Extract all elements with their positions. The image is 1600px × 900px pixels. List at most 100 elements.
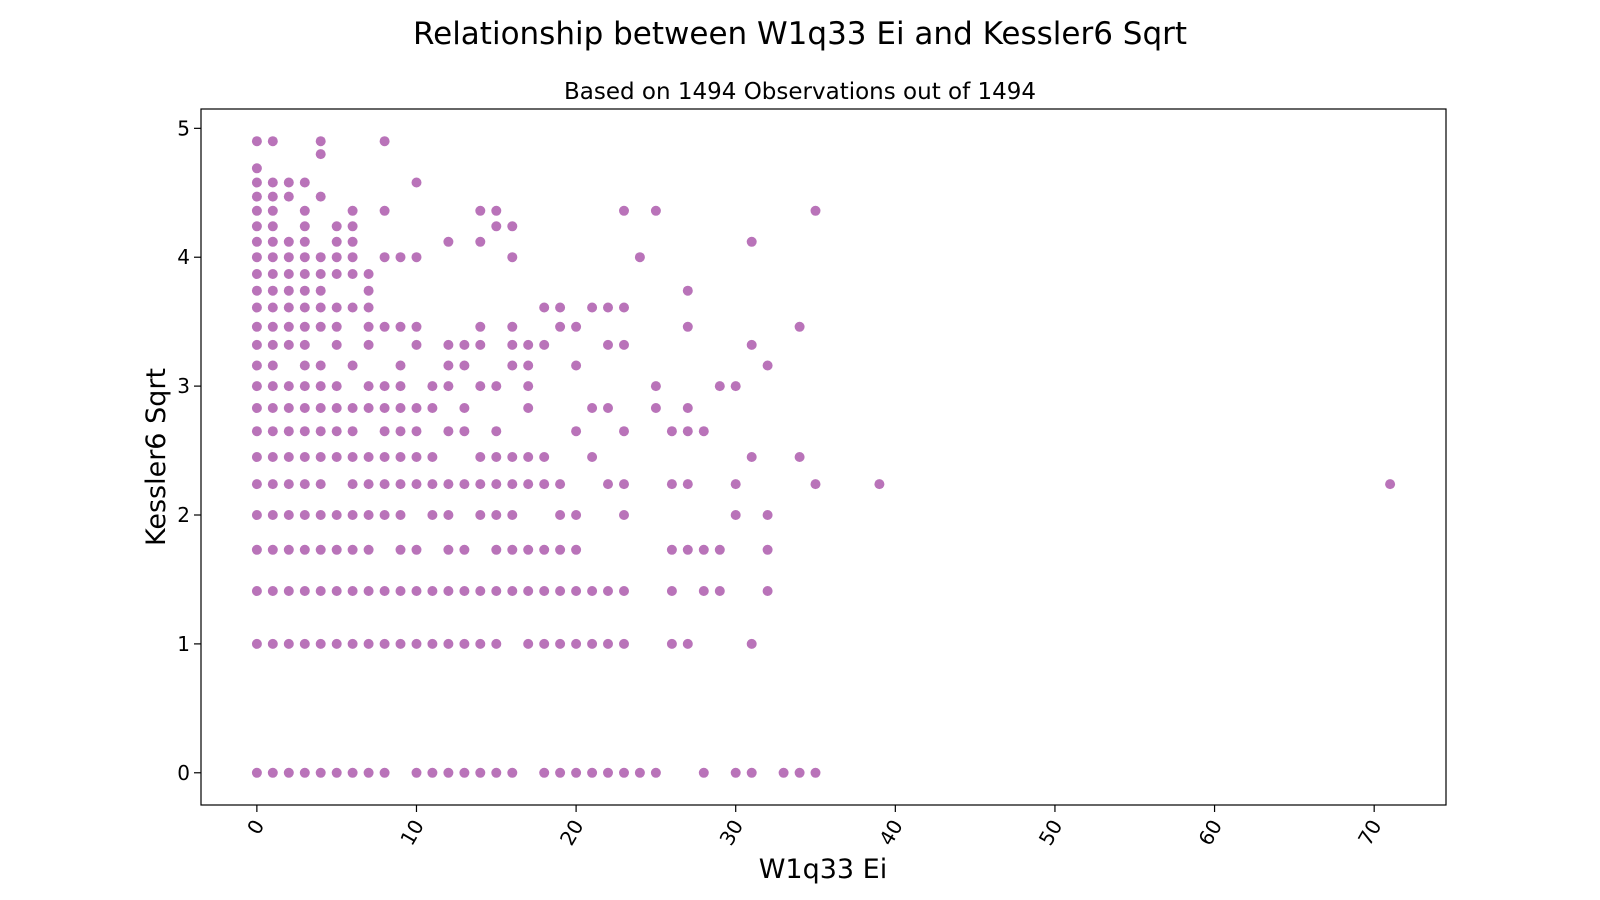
data-point (379, 321, 390, 332)
data-point (507, 221, 518, 232)
x-tick-label: 70 (1353, 816, 1387, 850)
x-tick-label: 60 (1193, 816, 1227, 850)
y-tick-label: 1 (177, 632, 190, 656)
data-point (251, 767, 262, 778)
data-point (587, 403, 598, 413)
data-point (507, 360, 518, 371)
data-point (395, 403, 406, 413)
data-point (267, 252, 278, 263)
data-point (491, 586, 502, 596)
data-point (746, 767, 757, 778)
data-point (267, 767, 278, 778)
data-point (283, 767, 294, 778)
data-point (299, 426, 310, 437)
data-point (347, 252, 358, 263)
data-point (571, 544, 582, 555)
data-point (299, 586, 310, 596)
data-point (762, 586, 773, 596)
data-point (347, 586, 358, 596)
data-point (459, 767, 470, 778)
data-point (331, 638, 342, 649)
data-point (395, 510, 406, 520)
data-point (555, 544, 566, 555)
data-point (730, 479, 741, 490)
data-point (379, 426, 390, 437)
data-point (539, 586, 550, 596)
data-point (411, 638, 422, 649)
data-point (315, 149, 326, 160)
data-point (475, 586, 486, 596)
data-point (730, 381, 741, 392)
data-point (283, 302, 294, 313)
data-points (251, 136, 1396, 778)
data-point (603, 339, 613, 350)
data-point (666, 479, 677, 490)
data-point (459, 638, 470, 649)
data-point (379, 479, 390, 490)
data-point (395, 544, 406, 555)
data-point (283, 285, 294, 296)
data-point (603, 638, 613, 649)
data-point (603, 302, 613, 313)
data-point (507, 479, 518, 490)
data-point (714, 544, 725, 555)
x-tick-label: 20 (555, 816, 589, 850)
data-point (427, 381, 438, 392)
data-point (299, 339, 310, 350)
data-point (411, 452, 422, 462)
data-point (379, 586, 390, 596)
data-point (251, 321, 262, 332)
data-point (331, 321, 342, 332)
data-point (347, 205, 358, 216)
data-point (571, 321, 582, 332)
data-point (283, 510, 294, 520)
data-point (267, 426, 278, 437)
data-point (251, 544, 262, 555)
data-point (331, 426, 342, 437)
data-point (507, 767, 518, 778)
data-point (411, 252, 422, 263)
x-tick-label: 30 (715, 816, 749, 850)
chart-title: Relationship between W1q33 Ei and Kessle… (413, 16, 1187, 52)
data-point (331, 586, 342, 596)
data-point (507, 252, 518, 263)
data-point (283, 321, 294, 332)
data-point (443, 479, 454, 490)
data-point (331, 381, 342, 392)
data-point (379, 510, 390, 520)
data-point (251, 191, 262, 202)
data-point (491, 638, 502, 649)
data-point (523, 479, 534, 490)
data-point (315, 381, 326, 392)
data-point (619, 302, 629, 313)
data-point (523, 403, 534, 413)
data-point (714, 586, 725, 596)
data-point (251, 638, 262, 649)
data-point (443, 767, 454, 778)
data-point (347, 544, 358, 555)
data-point (459, 403, 470, 413)
data-point (587, 586, 598, 596)
data-point (299, 221, 310, 232)
data-point (299, 252, 310, 263)
data-point (810, 479, 821, 490)
data-point (730, 510, 741, 520)
data-point (331, 510, 342, 520)
data-point (427, 586, 438, 596)
data-point (475, 236, 486, 247)
data-point (347, 479, 358, 490)
data-point (762, 360, 773, 371)
data-point (475, 321, 486, 332)
data-point (555, 638, 566, 649)
data-point (363, 381, 374, 392)
data-point (666, 544, 677, 555)
data-point (347, 403, 358, 413)
data-point (459, 479, 470, 490)
x-axis-label: W1q33 Ei (759, 854, 888, 885)
chart-subtitle: Based on 1494 Observations out of 1494 (564, 79, 1036, 105)
data-point (331, 767, 342, 778)
data-point (443, 510, 454, 520)
data-point (363, 302, 374, 313)
data-point (251, 479, 262, 490)
